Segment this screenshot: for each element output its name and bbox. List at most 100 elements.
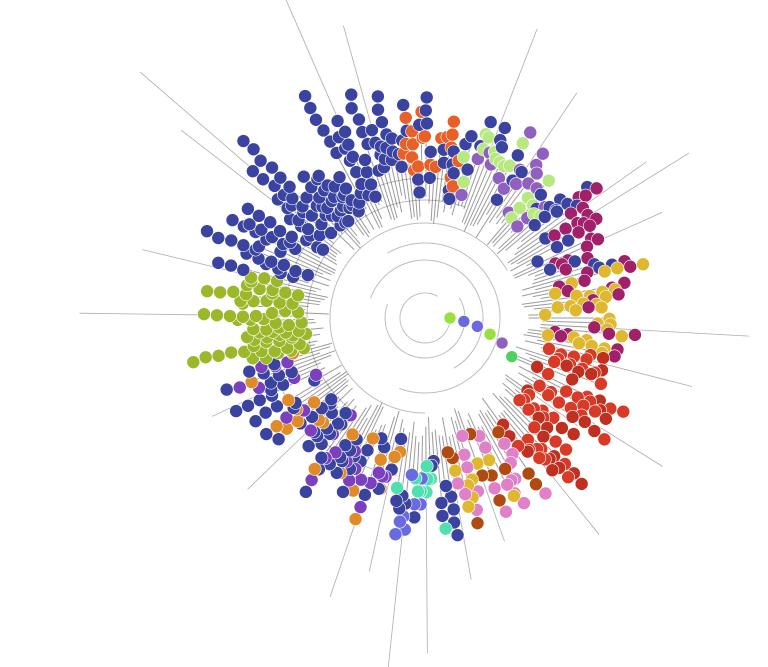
leaf-node xyxy=(492,493,507,508)
leaf-node xyxy=(390,481,404,495)
leaf-node xyxy=(543,262,557,277)
leaf-node xyxy=(457,315,471,328)
leaf-node xyxy=(460,460,475,475)
leaf-node xyxy=(445,127,460,142)
leaf-node xyxy=(628,328,642,342)
clade-arc xyxy=(329,222,508,414)
leaf-node xyxy=(498,462,512,476)
leaf-node xyxy=(273,170,288,185)
branch xyxy=(582,161,647,208)
leaf-node xyxy=(584,367,599,381)
leaf-node xyxy=(458,487,473,501)
leaf-node xyxy=(418,103,433,118)
leaf-node xyxy=(529,166,544,181)
leaf-node xyxy=(211,349,226,363)
leaf-node xyxy=(346,150,360,164)
leaf-node xyxy=(442,192,457,206)
leaf-node xyxy=(224,345,239,360)
branch xyxy=(258,246,324,275)
leaf-node xyxy=(610,261,625,276)
leaf-node xyxy=(236,238,251,253)
branch xyxy=(378,170,396,221)
leaf-node xyxy=(256,172,270,187)
leaf-node xyxy=(316,123,331,138)
leaf-node xyxy=(497,181,511,196)
leaf-node xyxy=(309,112,323,127)
leaf-node xyxy=(285,191,300,206)
clade-arc xyxy=(370,259,484,369)
leaf-node xyxy=(521,402,536,417)
leaf-node xyxy=(200,284,214,298)
leaf-node xyxy=(396,98,410,112)
branch xyxy=(425,492,428,654)
leaf-node xyxy=(368,189,383,204)
leaf-node xyxy=(411,159,425,174)
leaf-node xyxy=(259,427,274,441)
leaf-node xyxy=(507,489,521,503)
leaf-node xyxy=(581,300,596,315)
leaf-node xyxy=(512,393,527,407)
leaf-node xyxy=(499,504,513,519)
leaf-node xyxy=(358,153,372,167)
leaf-node xyxy=(200,224,214,238)
leaf-node xyxy=(338,406,353,420)
leaf-node xyxy=(309,368,323,382)
leaf-node xyxy=(491,425,506,439)
leaf-node xyxy=(597,432,612,447)
leaf-node xyxy=(412,185,427,200)
leaf-node xyxy=(389,494,404,508)
leaf-node xyxy=(439,479,453,493)
leaf-node xyxy=(597,264,612,279)
leaf-node xyxy=(577,415,592,429)
leaf-node xyxy=(536,429,551,444)
leaf-node xyxy=(587,320,602,335)
leaf-node xyxy=(589,181,604,196)
leaf-node xyxy=(298,89,312,103)
leaf-node xyxy=(265,306,279,320)
leaf-node xyxy=(457,447,472,462)
leaf-node xyxy=(277,258,291,272)
leaf-node xyxy=(541,328,555,343)
leaf-node xyxy=(352,112,366,127)
leaf-node xyxy=(568,303,583,318)
leaf-node xyxy=(236,309,250,324)
branch xyxy=(488,28,538,153)
leaf-node xyxy=(611,287,626,302)
leaf-node xyxy=(198,350,213,365)
leaf-node xyxy=(253,153,268,168)
leaf-node xyxy=(617,275,632,290)
leaf-node xyxy=(336,485,350,499)
leaf-node xyxy=(529,477,543,492)
leaf-node xyxy=(548,434,563,449)
leaf-node xyxy=(281,318,296,332)
leaf-node xyxy=(360,165,374,179)
leaf-node xyxy=(588,404,602,419)
leaf-node xyxy=(301,439,316,453)
leaf-node xyxy=(373,452,388,467)
leaf-node xyxy=(587,424,602,438)
branch xyxy=(329,519,357,597)
branch xyxy=(588,152,690,217)
leaf-node xyxy=(554,329,568,344)
leaf-node xyxy=(271,432,286,446)
leaf-node xyxy=(542,342,556,356)
leaf-node xyxy=(307,462,322,476)
leaf-node xyxy=(599,411,613,426)
leaf-node xyxy=(481,130,496,145)
leaf-node xyxy=(330,114,345,128)
branch xyxy=(342,25,373,131)
leaf-node xyxy=(246,164,260,179)
leaf-node xyxy=(547,355,562,369)
leaf-node xyxy=(236,263,251,277)
leaf-node xyxy=(269,419,284,434)
leaf-node xyxy=(224,233,239,248)
leaf-node xyxy=(219,382,234,397)
leaf-node xyxy=(375,115,389,129)
leaf-node xyxy=(580,239,594,254)
leaf-node xyxy=(541,367,555,381)
leaf-node xyxy=(614,329,629,344)
leaf-node xyxy=(254,222,269,237)
leaf-node xyxy=(324,226,338,240)
leaf-node xyxy=(364,177,378,192)
